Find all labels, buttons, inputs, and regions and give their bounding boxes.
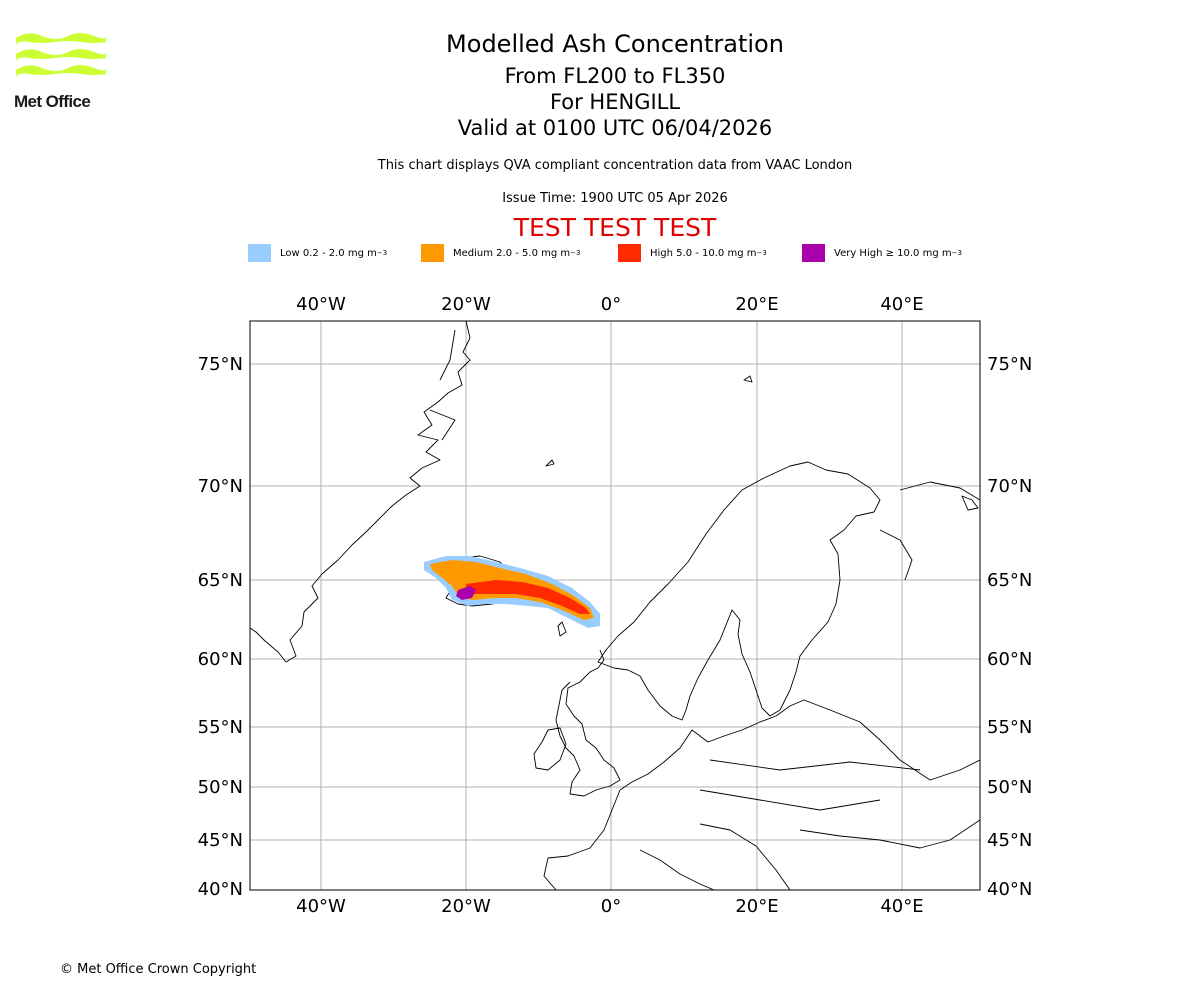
met-office-waves-icon	[16, 33, 107, 78]
chart-title: Modelled Ash Concentration	[446, 30, 784, 58]
ash-plume	[424, 556, 600, 628]
legend-swatch-medium	[421, 244, 444, 262]
lon-label-top: 20°E	[735, 294, 778, 315]
lon-label-bottom: 0°	[601, 896, 621, 917]
coastlines	[250, 321, 980, 890]
lat-label-right: 75°N	[987, 354, 1032, 375]
legend-item-low: Low 0.2 - 2.0 mg m −3	[248, 244, 387, 262]
map-axis-labels: 40°W 20°W 0° 20°E 40°E 40°W 20°W 0° 20°E…	[198, 294, 1033, 917]
lon-label-top: 20°W	[441, 294, 491, 315]
lat-label-right: 45°N	[987, 830, 1032, 851]
legend-swatch-very-high	[802, 244, 825, 262]
met-office-logo: Met Office	[14, 30, 109, 112]
lat-label-right: 65°N	[987, 570, 1032, 591]
lat-label-right: 50°N	[987, 777, 1032, 798]
issue-time: Issue Time: 1900 UTC 05 Apr 2026	[502, 191, 728, 206]
legend-label-very-high: Very High ≥ 10.0 mg m	[834, 247, 952, 259]
logo-text: Met Office	[14, 92, 91, 111]
valid-time: Valid at 0100 UTC 06/04/2026	[457, 116, 773, 140]
scandinavia-coast	[597, 461, 881, 721]
faroe-islands	[557, 621, 567, 637]
flight-levels: From FL200 to FL350	[504, 64, 726, 88]
legend-item-very-high: Very High ≥ 10.0 mg m −3	[802, 244, 962, 262]
legend-unit-exp: −3	[376, 249, 388, 257]
map-frame	[249, 320, 981, 891]
lon-label-bottom: 40°E	[880, 896, 923, 917]
legend-label-low: Low 0.2 - 2.0 mg m	[280, 247, 377, 259]
legend-item-high: High 5.0 - 10.0 mg m −3	[618, 244, 767, 262]
lat-label-right: 70°N	[987, 476, 1032, 497]
legend-label-high: High 5.0 - 10.0 mg m	[650, 247, 757, 259]
lon-label-bottom: 20°W	[441, 896, 491, 917]
legend-item-medium: Medium 2.0 - 5.0 mg m −3	[421, 244, 580, 262]
legend-swatch-low	[248, 244, 271, 262]
lat-label-left: 45°N	[198, 830, 243, 851]
greenland-coast	[250, 321, 471, 663]
lon-label-bottom: 20°E	[735, 896, 778, 917]
lat-label-left: 65°N	[198, 570, 243, 591]
legend-unit-exp: −3	[951, 249, 962, 257]
ash-very-high-area	[456, 586, 476, 600]
lat-label-left: 40°N	[198, 879, 243, 900]
legend-label-medium: Medium 2.0 - 5.0 mg m	[453, 247, 571, 259]
map-gridlines	[250, 321, 980, 890]
lon-label-top: 40°E	[880, 294, 923, 315]
ireland-coast	[533, 727, 567, 771]
legend-unit-exp: −3	[570, 249, 581, 257]
legend-swatch-high	[618, 244, 641, 262]
ash-high-area	[466, 580, 590, 614]
lat-label-right: 40°N	[987, 879, 1032, 900]
lat-label-left: 60°N	[198, 649, 243, 670]
lon-label-top: 40°W	[296, 294, 346, 315]
compliance-note: This chart displays QVA compliant concen…	[377, 158, 853, 173]
lon-label-bottom: 40°W	[296, 896, 346, 917]
lat-label-left: 70°N	[198, 476, 243, 497]
volcano-name: For HENGILL	[549, 90, 681, 114]
continental-europe-coast	[619, 699, 980, 791]
jan-mayen	[545, 459, 555, 467]
lat-label-right: 60°N	[987, 649, 1032, 670]
lat-label-right: 55°N	[987, 717, 1032, 738]
lat-label-left: 75°N	[198, 354, 243, 375]
lat-label-left: 55°N	[198, 717, 243, 738]
lat-label-left: 50°N	[198, 777, 243, 798]
legend-unit-exp: −3	[756, 249, 767, 257]
test-banner: TEST TEST TEST	[513, 213, 717, 242]
lon-label-top: 0°	[601, 294, 621, 315]
copyright-notice: © Met Office Crown Copyright	[60, 962, 257, 977]
great-britain-coast	[555, 649, 621, 797]
